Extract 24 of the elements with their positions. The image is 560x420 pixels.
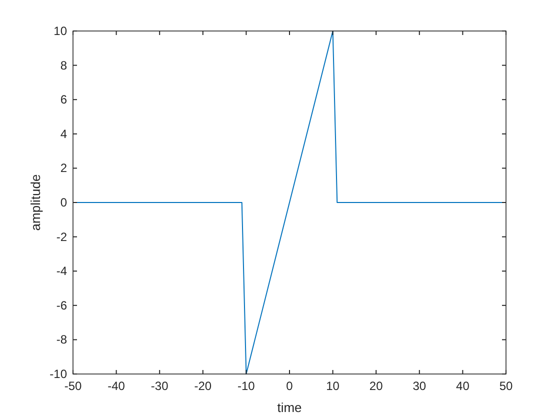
- y-tick-label: 6: [60, 92, 68, 107]
- y-tick-label: 2: [60, 161, 68, 176]
- y-tick-label: -2: [56, 230, 68, 244]
- y-tick-label: 10: [54, 24, 68, 38]
- y-tick-label: 0: [60, 196, 68, 210]
- y-tick-label: 8: [60, 58, 68, 72]
- y-tick-label: -4: [56, 264, 68, 278]
- x-tick-label: 30: [412, 379, 426, 393]
- x-tick-label: 50: [499, 379, 513, 393]
- y-tick-label: -6: [56, 298, 68, 312]
- x-tick-label: 20: [369, 379, 384, 393]
- y-tick-label: 4: [60, 126, 68, 141]
- y-axis-title: amplitude: [28, 174, 43, 231]
- x-tick-label: -20: [194, 379, 212, 393]
- y-tick-label: -8: [56, 332, 68, 347]
- x-axis-title: time: [277, 400, 302, 415]
- x-tick-label: 10: [326, 379, 340, 393]
- x-tick-label: -50: [64, 379, 82, 393]
- x-tick-label: -10: [238, 379, 256, 393]
- y-tick-label: -10: [50, 367, 68, 381]
- x-tick-label: -40: [108, 379, 126, 393]
- x-tick-label: -30: [150, 379, 169, 393]
- x-tick-label: 40: [456, 379, 470, 393]
- x-tick-label: 0: [286, 379, 294, 393]
